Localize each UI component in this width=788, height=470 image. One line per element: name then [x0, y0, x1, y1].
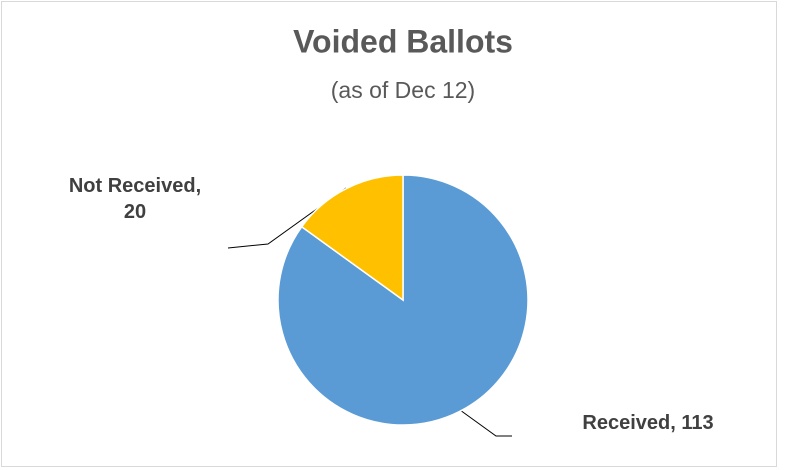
chart-subtitle: (as of Dec 12) — [331, 77, 475, 103]
chart-title: Voided Ballots — [293, 23, 513, 59]
pie — [277, 174, 529, 426]
data-label: Received, 113 — [582, 412, 713, 434]
leader-line — [459, 409, 512, 437]
data-label: Not Received, 20 — [69, 175, 201, 223]
pie-slice — [300, 174, 404, 302]
